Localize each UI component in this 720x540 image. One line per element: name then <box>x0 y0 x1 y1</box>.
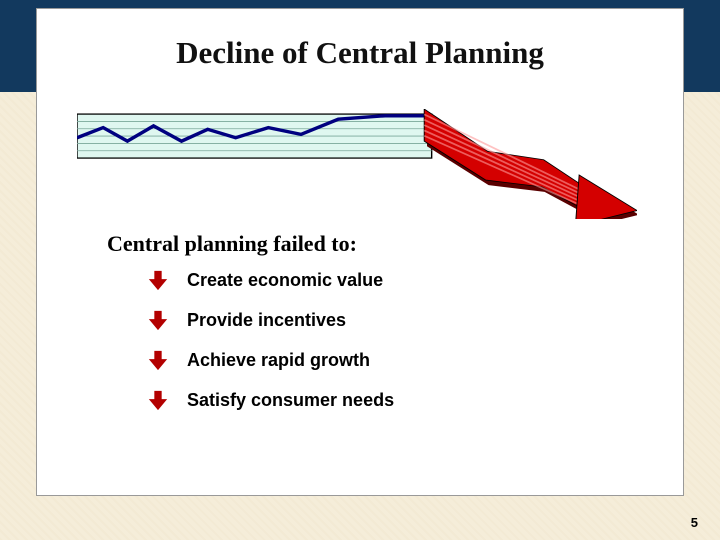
bullet-text: Create economic value <box>187 270 383 291</box>
title-card: Decline of Central Planning <box>73 17 647 89</box>
down-arrow-icon <box>147 309 169 331</box>
subtitle: Central planning failed to: <box>107 231 357 257</box>
bullet-text: Satisfy consumer needs <box>187 390 394 411</box>
bullet-text: Achieve rapid growth <box>187 350 370 371</box>
slide-title: Decline of Central Planning <box>176 35 544 71</box>
down-arrow-icon <box>147 349 169 371</box>
down-arrow-icon <box>147 389 169 411</box>
bullet-list: Create economic value Provide incentives… <box>147 269 627 429</box>
page-number: 5 <box>691 515 698 530</box>
down-arrow <box>424 109 637 219</box>
list-item: Provide incentives <box>147 309 627 331</box>
down-arrow-icon <box>147 269 169 291</box>
slide-frame: Decline of Central Planning Central plan… <box>36 8 684 496</box>
list-item: Achieve rapid growth <box>147 349 627 371</box>
chart-svg <box>77 109 637 219</box>
chart-panel <box>77 114 432 158</box>
bullet-text: Provide incentives <box>187 310 346 331</box>
list-item: Create economic value <box>147 269 627 291</box>
list-item: Satisfy consumer needs <box>147 389 627 411</box>
decline-chart <box>77 109 637 219</box>
